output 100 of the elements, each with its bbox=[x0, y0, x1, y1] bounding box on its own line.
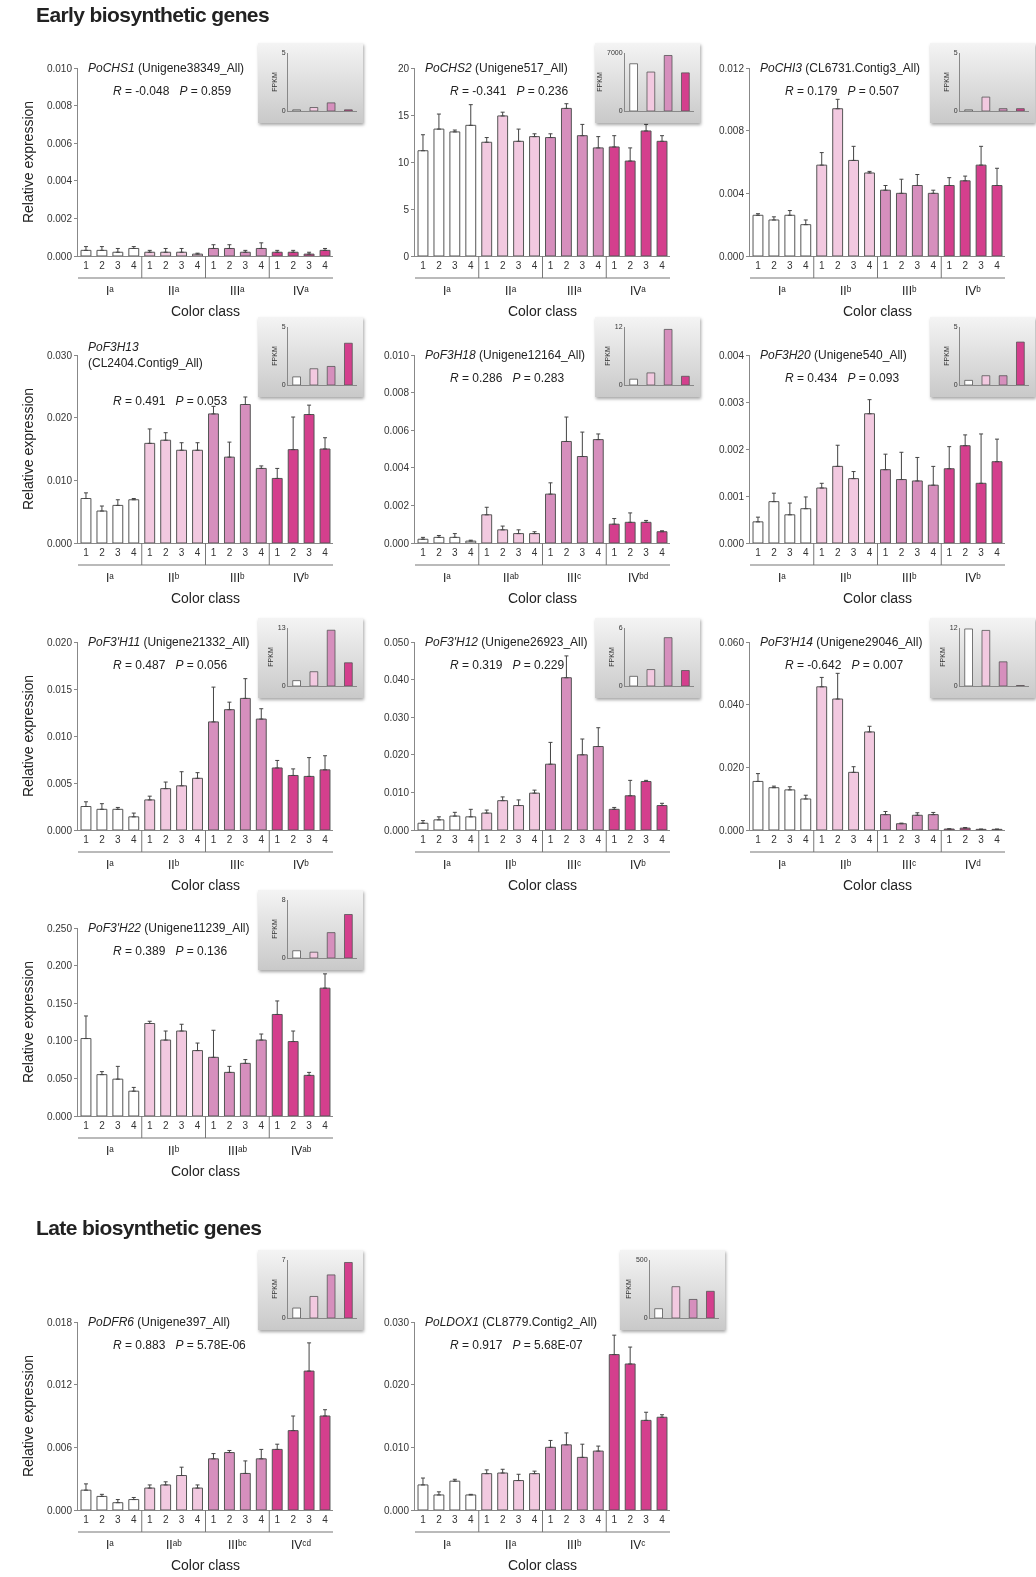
bar bbox=[303, 1370, 315, 1510]
x-tick-label: 4 bbox=[531, 260, 538, 271]
text: IVᵈ bbox=[965, 858, 982, 872]
x-tick-label: 3 bbox=[978, 547, 985, 558]
bar bbox=[417, 150, 429, 256]
x-tick-label: 4 bbox=[803, 547, 809, 558]
bar bbox=[816, 686, 828, 830]
bar bbox=[959, 180, 971, 256]
bar bbox=[981, 96, 991, 111]
bar bbox=[481, 1473, 493, 1510]
annotation: R = -0.048 P = 0.859 bbox=[113, 84, 232, 98]
bar bbox=[880, 189, 891, 256]
y-tick-label: 0.150 bbox=[46, 997, 73, 1009]
text: IVᵇ bbox=[293, 571, 310, 585]
x-tick-label: 4 bbox=[194, 834, 201, 845]
text: Iᵃ bbox=[443, 1538, 452, 1552]
bar bbox=[959, 445, 971, 543]
bar bbox=[927, 814, 939, 830]
bar bbox=[326, 102, 336, 111]
x-tick-label: 1 bbox=[274, 1514, 281, 1525]
x-tick-label: 2 bbox=[290, 1120, 297, 1131]
x-tick-label: 4 bbox=[468, 547, 474, 558]
x-tick-label: 4 bbox=[531, 834, 538, 845]
bar bbox=[927, 484, 939, 543]
x-tick-label: 1 bbox=[483, 547, 490, 558]
x-tick-label: 4 bbox=[258, 1120, 265, 1131]
bar bbox=[465, 124, 477, 256]
bar bbox=[208, 1458, 219, 1510]
bar bbox=[998, 661, 1008, 686]
bar bbox=[192, 1050, 203, 1116]
annotation: R = 0.389 P = 0.136 bbox=[113, 944, 228, 958]
text: IVᵇ bbox=[630, 858, 647, 872]
x-tick-label: 2 bbox=[499, 547, 506, 558]
bar bbox=[688, 1299, 698, 1318]
bar bbox=[271, 1013, 283, 1116]
bar bbox=[449, 536, 461, 543]
bar bbox=[640, 1419, 652, 1510]
x-tick-label: 3 bbox=[115, 547, 122, 558]
y-tick-label: 5 bbox=[403, 203, 410, 215]
bar bbox=[911, 480, 923, 543]
x-tick-label: 2 bbox=[563, 260, 570, 271]
bar bbox=[326, 1274, 336, 1318]
bar bbox=[160, 788, 172, 830]
x-tick-label: 1 bbox=[146, 1120, 153, 1131]
bar bbox=[128, 1499, 140, 1510]
text: Iᵃ bbox=[106, 571, 115, 585]
bar bbox=[326, 366, 336, 385]
x-tick-label: 2 bbox=[436, 1514, 443, 1525]
bar bbox=[309, 1296, 319, 1318]
x-tick-label: 3 bbox=[115, 260, 122, 271]
x-tick-label: 1 bbox=[946, 260, 953, 271]
x-tick-label: 3 bbox=[643, 260, 650, 271]
x-tick-label: 3 bbox=[643, 834, 650, 845]
bar bbox=[943, 185, 955, 256]
bar bbox=[303, 775, 315, 830]
bar bbox=[624, 160, 636, 256]
x-tick-label: 1 bbox=[420, 260, 427, 271]
y-tick-label: 0.000 bbox=[46, 1504, 73, 1516]
y-tick-label: 0.015 bbox=[46, 683, 73, 695]
bar bbox=[998, 108, 1008, 111]
y-tick-label: 0.012 bbox=[46, 1379, 73, 1391]
bar bbox=[112, 1502, 124, 1510]
x-tick-label: 1 bbox=[547, 1514, 554, 1525]
x-tick-label: 1 bbox=[274, 834, 281, 845]
y-tick-label: 0.100 bbox=[46, 1035, 73, 1047]
text: Iᵃ bbox=[106, 858, 115, 872]
bar bbox=[752, 521, 764, 543]
x-tick-label: 4 bbox=[994, 547, 1001, 558]
x-tick-label: 2 bbox=[436, 260, 443, 271]
y-tick-label: 10 bbox=[397, 156, 410, 168]
x-tick-label: 1 bbox=[755, 260, 762, 271]
y-tick-label: 0.050 bbox=[46, 1072, 73, 1084]
annotation: PoF3'H22 (Unigene11239_All) bbox=[88, 921, 250, 935]
x-tick-label: 3 bbox=[306, 1514, 313, 1525]
x-tick-label: 1 bbox=[274, 547, 281, 558]
annotation: PoF3H18 (Unigene12164_All) bbox=[425, 348, 586, 362]
x-tick-label: 3 bbox=[787, 547, 794, 558]
bar bbox=[576, 135, 588, 256]
bar bbox=[497, 529, 509, 543]
x-tick-label: 3 bbox=[914, 834, 921, 845]
bar bbox=[144, 1487, 156, 1510]
text: IIᵃ bbox=[505, 284, 517, 298]
bar bbox=[344, 1262, 353, 1318]
x-tick-label: 4 bbox=[194, 260, 201, 271]
text: Iᵃ bbox=[778, 284, 787, 298]
bar bbox=[816, 164, 828, 256]
y-tick-label: 0.030 bbox=[383, 1316, 410, 1328]
text: IIIᵇ bbox=[567, 1538, 582, 1552]
bar bbox=[160, 1039, 172, 1116]
bar bbox=[545, 137, 556, 256]
y-tick-label: 0.020 bbox=[718, 761, 745, 773]
text: Iᵃ bbox=[443, 284, 452, 298]
bar bbox=[576, 1456, 588, 1510]
bar bbox=[1016, 108, 1025, 111]
bar bbox=[319, 987, 331, 1116]
x-tick-label: 1 bbox=[210, 547, 217, 558]
text: IIIᶜ bbox=[902, 858, 917, 872]
bar bbox=[624, 795, 636, 830]
bar bbox=[800, 224, 812, 256]
x-tick-label: 2 bbox=[627, 547, 634, 558]
